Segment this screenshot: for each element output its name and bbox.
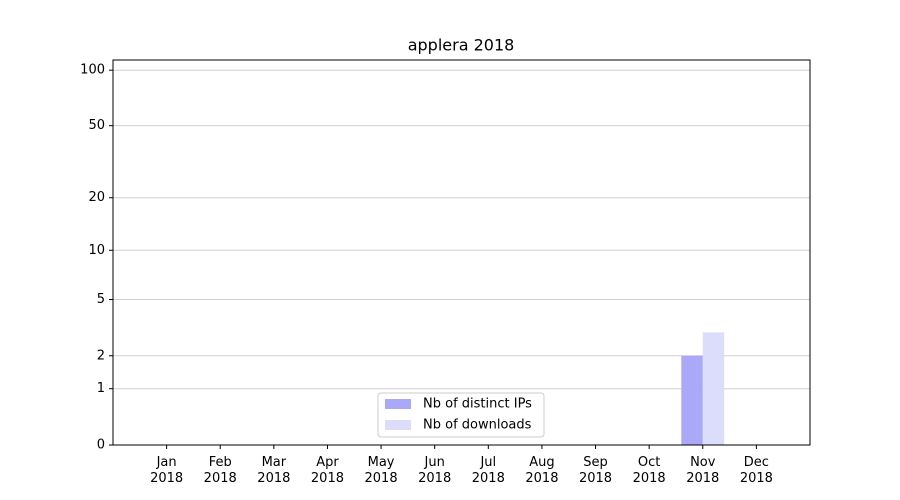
bar xyxy=(702,332,725,445)
y-tick-label: 2 xyxy=(97,348,105,363)
y-tick-label: 20 xyxy=(88,190,105,205)
x-tick-label: Jul 2018 xyxy=(472,455,505,486)
legend-label: Nb of downloads xyxy=(423,418,532,433)
y-tick-label: 0 xyxy=(97,438,105,453)
x-tick-label: Oct 2018 xyxy=(633,455,666,486)
x-tick-label: Feb 2018 xyxy=(204,455,237,486)
x-tick-label: Jun 2018 xyxy=(418,455,451,486)
legend-swatch xyxy=(385,420,411,430)
x-tick-label: Nov 2018 xyxy=(686,455,719,486)
plot-frame xyxy=(112,59,811,446)
legend-swatch xyxy=(385,399,411,409)
y-tick-label: 50 xyxy=(88,118,105,133)
y-tick-label: 10 xyxy=(88,243,105,258)
y-tick-label: 5 xyxy=(97,292,105,307)
x-tick-label: Mar 2018 xyxy=(257,455,290,486)
bar xyxy=(681,355,703,445)
x-tick-label: May 2018 xyxy=(365,455,398,486)
x-tick-label: Sep 2018 xyxy=(579,455,612,486)
chart-title: applera 2018 xyxy=(408,36,515,55)
y-tick-label: 1 xyxy=(97,381,105,396)
y-tick-label: 100 xyxy=(80,63,105,78)
legend-label: Nb of distinct IPs xyxy=(423,397,532,412)
legend-box xyxy=(377,392,545,438)
x-tick-label: Jan 2018 xyxy=(150,455,183,486)
legend: Nb of distinct IPs Nb of downloads xyxy=(377,392,545,438)
x-tick-label: Dec 2018 xyxy=(740,455,773,486)
x-tick-label: Aug 2018 xyxy=(525,455,558,486)
x-tick-label: Apr 2018 xyxy=(311,455,344,486)
